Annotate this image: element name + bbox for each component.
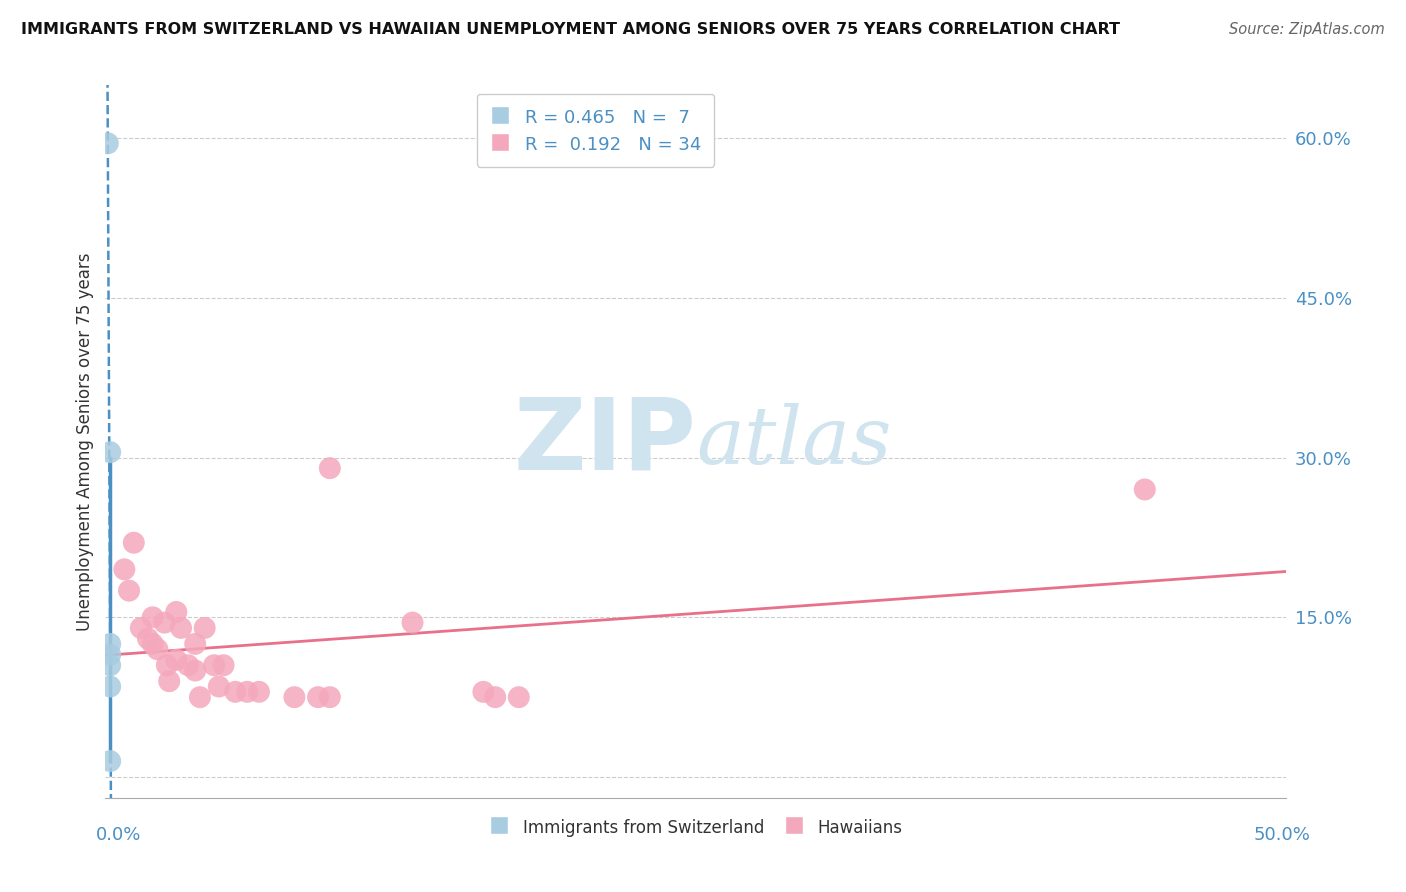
Point <box>319 690 342 705</box>
Point <box>118 583 141 598</box>
Point <box>157 674 180 689</box>
Point <box>236 685 259 699</box>
Text: Source: ZipAtlas.com: Source: ZipAtlas.com <box>1229 22 1385 37</box>
Point <box>247 685 270 699</box>
Point <box>184 637 207 651</box>
Point <box>484 690 506 705</box>
Point <box>224 685 246 699</box>
Point <box>142 637 165 651</box>
Point <box>129 621 152 635</box>
Point <box>98 754 121 768</box>
Point <box>1133 483 1156 497</box>
Point <box>307 690 329 705</box>
Text: 50.0%: 50.0% <box>1254 826 1310 844</box>
Point <box>283 690 305 705</box>
Point <box>170 621 193 635</box>
Point <box>146 642 169 657</box>
Text: IMMIGRANTS FROM SWITZERLAND VS HAWAIIAN UNEMPLOYMENT AMONG SENIORS OVER 75 YEARS: IMMIGRANTS FROM SWITZERLAND VS HAWAIIAN … <box>21 22 1121 37</box>
Point <box>98 658 121 673</box>
Point <box>212 658 235 673</box>
Point <box>319 461 342 475</box>
Legend: Immigrants from Switzerland, Hawaiians: Immigrants from Switzerland, Hawaiians <box>482 811 910 844</box>
Point <box>194 621 217 635</box>
Point <box>184 664 207 678</box>
Point <box>112 562 135 576</box>
Point <box>401 615 423 630</box>
Point <box>508 690 530 705</box>
Text: ZIP: ZIP <box>513 393 696 490</box>
Point <box>122 535 145 549</box>
Text: atlas: atlas <box>696 403 891 480</box>
Y-axis label: Unemployment Among Seniors over 75 years: Unemployment Among Seniors over 75 years <box>76 252 94 631</box>
Point <box>156 658 179 673</box>
Point <box>98 637 121 651</box>
Point <box>188 690 211 705</box>
Point <box>98 445 121 459</box>
Point <box>165 653 187 667</box>
Text: 0.0%: 0.0% <box>96 826 141 844</box>
Point <box>142 610 165 624</box>
Point <box>97 136 120 151</box>
Point <box>165 605 187 619</box>
Point <box>98 648 121 662</box>
Point <box>98 680 121 694</box>
Point <box>202 658 225 673</box>
Point <box>153 615 176 630</box>
Point <box>136 632 159 646</box>
Point <box>472 685 495 699</box>
Point <box>208 680 231 694</box>
Point <box>177 658 200 673</box>
